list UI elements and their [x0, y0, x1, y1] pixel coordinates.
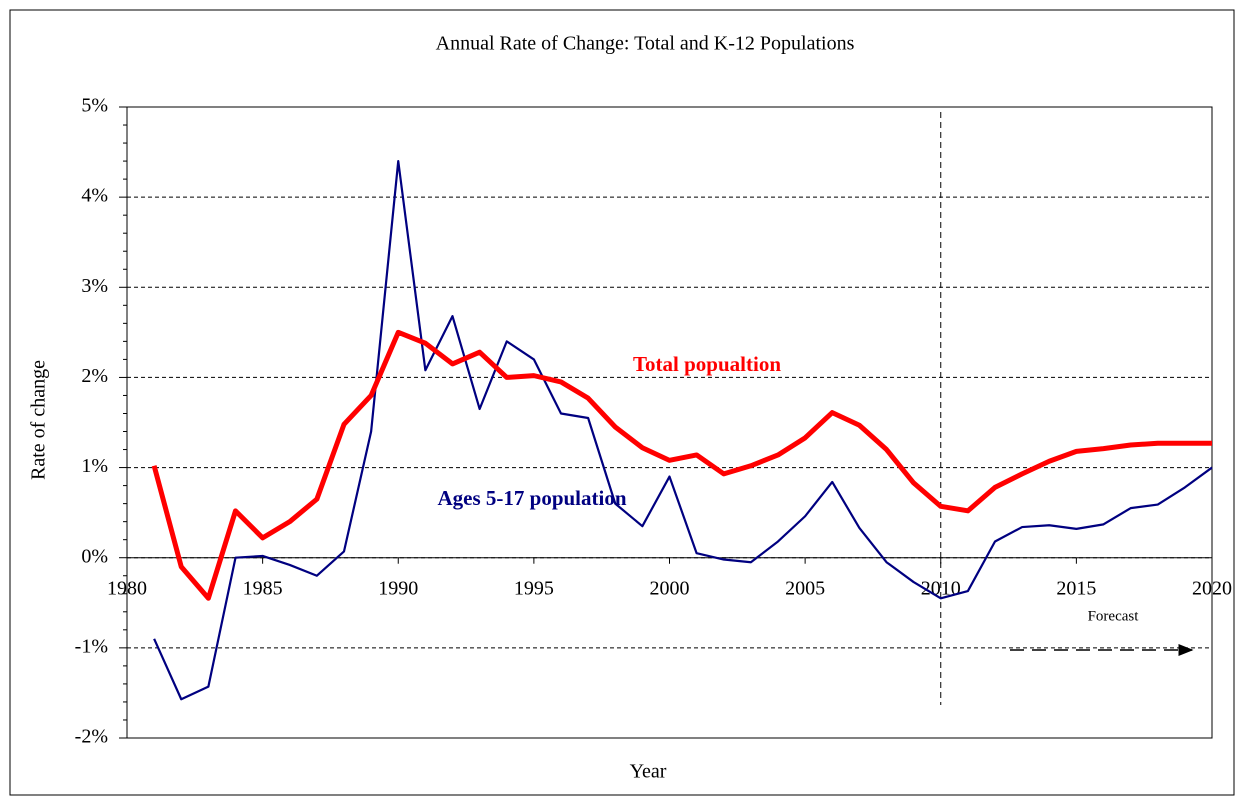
y-axis-label: Rate of change	[28, 360, 50, 480]
x-tick-label: 2010	[921, 577, 961, 599]
frame	[9, 9, 1235, 796]
series-label: Ages 5-17 population	[437, 486, 626, 510]
x-tick-label: 2015	[1056, 577, 1096, 599]
y-tick-label: 5%	[81, 95, 108, 117]
x-tick-label: 1995	[514, 577, 554, 599]
y-tick-label: -1%	[75, 635, 108, 657]
y-tick-label: -2%	[75, 726, 108, 748]
y-tick-label: 2%	[81, 365, 108, 387]
series-line	[151, 329, 1212, 601]
y-tick-label: 1%	[81, 455, 108, 477]
x-axis-label: Year	[630, 761, 667, 783]
series-label: Total popualtion	[633, 352, 781, 376]
y-tick-label: 0%	[81, 545, 108, 567]
y-tick-label: 4%	[81, 185, 108, 207]
chart-title: Annual Rate of Change: Total and K-12 Po…	[436, 33, 855, 55]
y-tick-label: 3%	[81, 275, 108, 297]
x-tick-label: 2000	[650, 577, 690, 599]
x-tick-label: 1985	[243, 577, 283, 599]
series-line	[153, 159, 1213, 701]
forecast-label: Forecast	[1088, 608, 1140, 624]
x-tick-label: 1990	[378, 577, 418, 599]
x-tick-label: 2005	[785, 577, 825, 599]
plot-area	[126, 106, 1213, 739]
